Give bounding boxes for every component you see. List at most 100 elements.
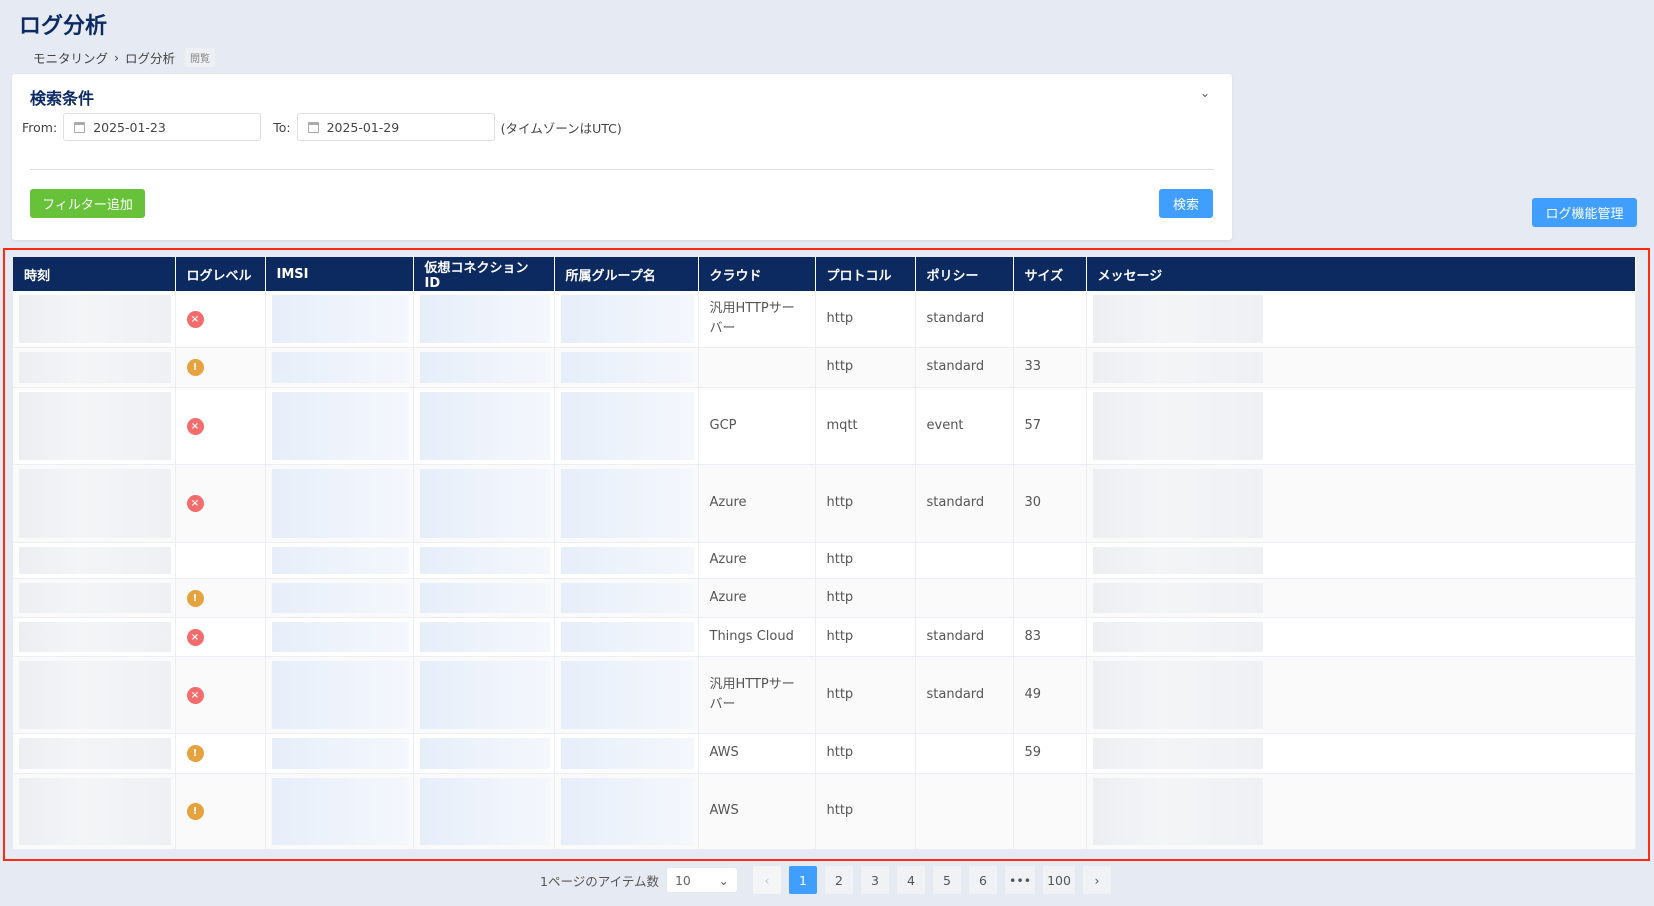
page-button[interactable]: 100 [1043, 866, 1075, 894]
search-conditions-title: 検索条件 [30, 89, 95, 108]
redacted-block [271, 582, 409, 613]
policy-cell: standard [915, 347, 1014, 388]
redacted-cell [1086, 464, 1636, 543]
redacted-block [419, 621, 550, 652]
redacted-cell [13, 617, 176, 657]
to-date-input[interactable]: 2025-01-29 [296, 113, 495, 141]
policy-cell: standard [915, 291, 1014, 348]
from-date-input[interactable]: 2025-01-23 [63, 113, 262, 141]
column-header: クラウド [698, 257, 816, 291]
redacted-cell [1086, 617, 1636, 657]
log-level-cell: × [175, 656, 266, 734]
redacted-cell [13, 578, 176, 618]
redacted-cell [554, 773, 699, 850]
breadcrumb-monitoring[interactable]: モニタリング [33, 51, 109, 66]
search-button[interactable]: 検索 [1159, 189, 1213, 218]
redacted-block [271, 621, 409, 652]
table-row[interactable]: × GCP mqtt event 57 [13, 387, 1636, 465]
log-level-cell: × [175, 464, 266, 543]
redacted-block [1092, 468, 1263, 538]
page-button[interactable]: ••• [1004, 866, 1036, 894]
protocol-cell: http [815, 542, 916, 579]
table-row[interactable]: × 汎用HTTPサーバー http standard [13, 291, 1636, 348]
protocol-cell: http [815, 347, 916, 388]
redacted-block [19, 660, 171, 729]
redacted-cell [13, 464, 176, 543]
table-row[interactable]: ! AWS http 59 [13, 733, 1636, 774]
redacted-block [1092, 582, 1263, 613]
policy-cell: standard [915, 617, 1014, 657]
redacted-block [560, 468, 694, 538]
redacted-cell [265, 617, 414, 657]
redacted-block [271, 660, 409, 729]
log-level-cell: × [175, 617, 266, 657]
log-settings-button[interactable]: ログ機能管理 [1532, 198, 1637, 227]
redacted-cell [13, 542, 176, 579]
redacted-cell [265, 347, 414, 388]
cloud-cell: Things Cloud [698, 617, 816, 657]
table-row[interactable]: × Azure http standard 30 [13, 464, 1636, 543]
redacted-block [419, 391, 550, 460]
size-cell: 33 [1013, 347, 1087, 388]
warning-icon: ! [186, 359, 204, 376]
table-row[interactable]: ! AWS http [13, 773, 1636, 850]
next-page-button[interactable]: › [1082, 866, 1111, 894]
table-row[interactable]: × 汎用HTTPサーバー http standard 49 [13, 656, 1636, 734]
redacted-cell [13, 291, 176, 348]
redacted-cell [554, 387, 699, 465]
chevron-down-icon[interactable]: ⌄ [1199, 86, 1210, 100]
policy-cell: standard [915, 464, 1014, 543]
redacted-cell [265, 464, 414, 543]
highlight-frame [3, 248, 1650, 861]
page-button[interactable]: 1 [788, 866, 817, 894]
table-row[interactable]: Azure http [13, 542, 1636, 579]
redacted-block [271, 737, 409, 769]
page-button[interactable]: 4 [896, 866, 925, 894]
cloud-cell: AWS [698, 773, 816, 850]
warning-icon: ! [186, 745, 204, 762]
redacted-block [560, 391, 694, 460]
page-button[interactable]: 5 [932, 866, 961, 894]
redacted-block [560, 660, 694, 729]
page-button[interactable]: 6 [968, 866, 997, 894]
column-header: 所属グループ名 [554, 257, 699, 291]
protocol-cell: http [815, 656, 916, 734]
cloud-cell: Azure [698, 578, 816, 618]
redacted-cell [554, 578, 699, 618]
pagination: 1ページのアイテム数 10 ⌄ ‹ 1 2 3 4 5 6 ••• 100 › [540, 866, 1111, 894]
redacted-cell [13, 733, 176, 774]
log-level-cell: ! [175, 578, 266, 618]
protocol-cell: http [815, 464, 916, 543]
page-button[interactable]: 2 [824, 866, 853, 894]
redacted-cell [265, 387, 414, 465]
redacted-cell [1086, 733, 1636, 774]
log-level-cell: ! [175, 733, 266, 774]
table-row[interactable]: ! Azure http [13, 578, 1636, 618]
column-header: プロトコル [815, 257, 916, 291]
page-size-select[interactable]: 10 ⌄ [666, 868, 737, 892]
page-title: ログ分析 [19, 14, 108, 39]
redacted-cell [554, 617, 699, 657]
redacted-cell [265, 291, 414, 348]
table-row[interactable]: × Things Cloud http standard 83 [13, 617, 1636, 657]
redacted-block [1092, 621, 1263, 652]
redacted-block [1092, 777, 1263, 845]
redacted-block [1092, 737, 1263, 769]
redacted-block [419, 660, 550, 729]
redacted-cell [413, 733, 555, 774]
table-row[interactable]: ! http standard 33 [13, 347, 1636, 388]
divider [30, 169, 1214, 170]
redacted-block [271, 546, 409, 574]
calendar-icon [74, 121, 86, 133]
prev-page-button[interactable]: ‹ [752, 866, 781, 894]
redacted-block [271, 295, 409, 343]
redacted-block [271, 391, 409, 460]
page-button[interactable]: 3 [860, 866, 889, 894]
cloud-cell: Azure [698, 464, 816, 543]
add-filter-button[interactable]: フィルター追加 [30, 189, 145, 218]
redacted-cell [554, 733, 699, 774]
redacted-block [19, 295, 171, 343]
cloud-cell: 汎用HTTPサーバー [698, 291, 816, 348]
redacted-block [19, 777, 171, 845]
redacted-cell [265, 773, 414, 850]
